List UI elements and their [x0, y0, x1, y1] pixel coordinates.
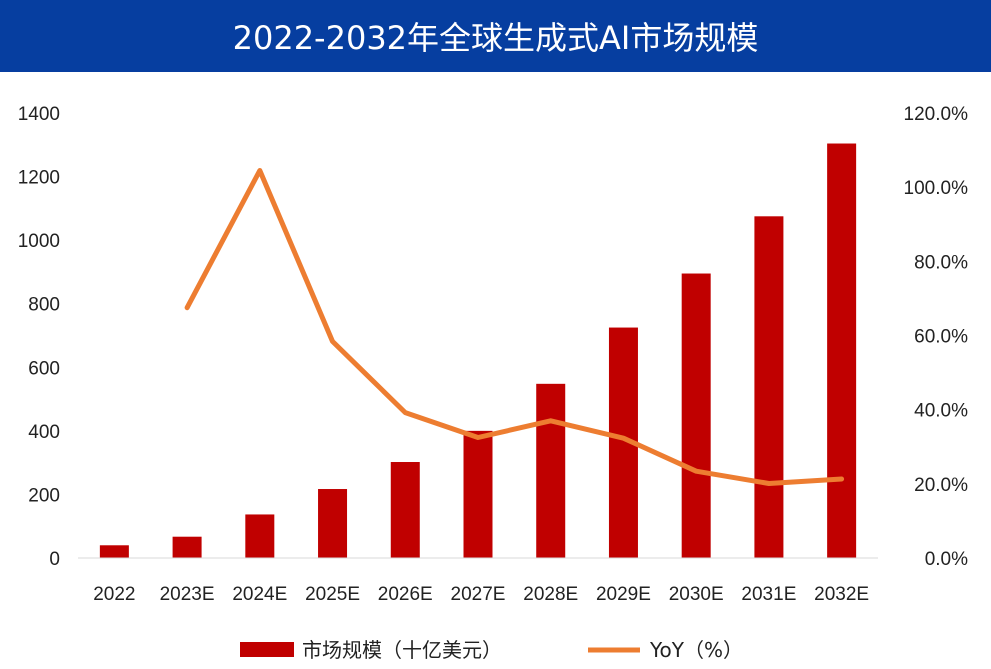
bar [99, 545, 129, 558]
y-right-tick-label: 100.0% [904, 178, 969, 199]
legend-swatch-bar [240, 642, 294, 657]
x-tick-label: 2032E [814, 584, 869, 605]
bar [245, 514, 275, 558]
left-axis: 0 200 400 600 800 1000 1200 1400 [18, 104, 60, 570]
x-tick-label: 2030E [669, 584, 724, 605]
bar [681, 273, 711, 558]
bar [827, 143, 857, 558]
chart-title: 2022-2032年全球生成式AI市场规模 [232, 19, 759, 57]
line-series [184, 168, 845, 486]
x-tick-label: 2027E [451, 584, 506, 605]
x-tick-label: 2026E [378, 584, 433, 605]
chart: 0 200 400 600 800 1000 1200 1400 0.0% 20.0% 40.0%… [18, 104, 969, 662]
x-tick-label: 2023E [160, 584, 215, 605]
x-tick-label: 2024E [232, 584, 287, 605]
x-axis: 2022 2023E 2024E 2025E 2026E 2027E 2028E 2029E 2… [93, 584, 869, 605]
title-bar: 2022-2032年全球生成式AI市场规模 [0, 0, 991, 72]
right-axis: 0.0% 20.0% 40.0% 60.0% 80.0% 100.0% 120.0% [904, 104, 969, 570]
y-right-tick-label: 80.0% [914, 252, 968, 273]
y-right-tick-label: 60.0% [914, 327, 968, 348]
x-tick-label: 2028E [523, 584, 578, 605]
x-tick-label: 2029E [596, 584, 651, 605]
x-tick-label: 2022 [93, 584, 135, 605]
y-left-tick-label: 1000 [18, 231, 60, 252]
x-tick-label: 2031E [741, 584, 796, 605]
y-left-tick-label: 1400 [18, 104, 60, 125]
legend: 市场规模（十亿美元） YoY（%） [240, 638, 743, 662]
bar [463, 430, 493, 558]
y-left-tick-label: 1200 [18, 168, 60, 189]
bar [754, 216, 784, 558]
bar [390, 462, 420, 558]
y-left-tick-label: 600 [28, 358, 60, 379]
y-left-tick-label: 400 [28, 422, 60, 443]
y-right-tick-label: 120.0% [904, 104, 969, 125]
y-left-tick-label: 0 [49, 549, 60, 570]
legend-label-line: YoY（%） [649, 638, 743, 662]
y-right-tick-label: 20.0% [914, 475, 968, 496]
y-left-tick-label: 800 [28, 295, 60, 316]
x-tick-label: 2025E [305, 584, 360, 605]
bar [172, 536, 202, 558]
legend-label-bar: 市场规模（十亿美元） [302, 638, 502, 662]
bar [536, 383, 566, 558]
y-right-tick-label: 40.0% [914, 401, 968, 422]
y-left-tick-label: 200 [28, 485, 60, 506]
bar [318, 489, 348, 558]
bar-series [99, 143, 857, 558]
yoy-line [184, 168, 845, 486]
y-right-tick-label: 0.0% [925, 549, 968, 570]
